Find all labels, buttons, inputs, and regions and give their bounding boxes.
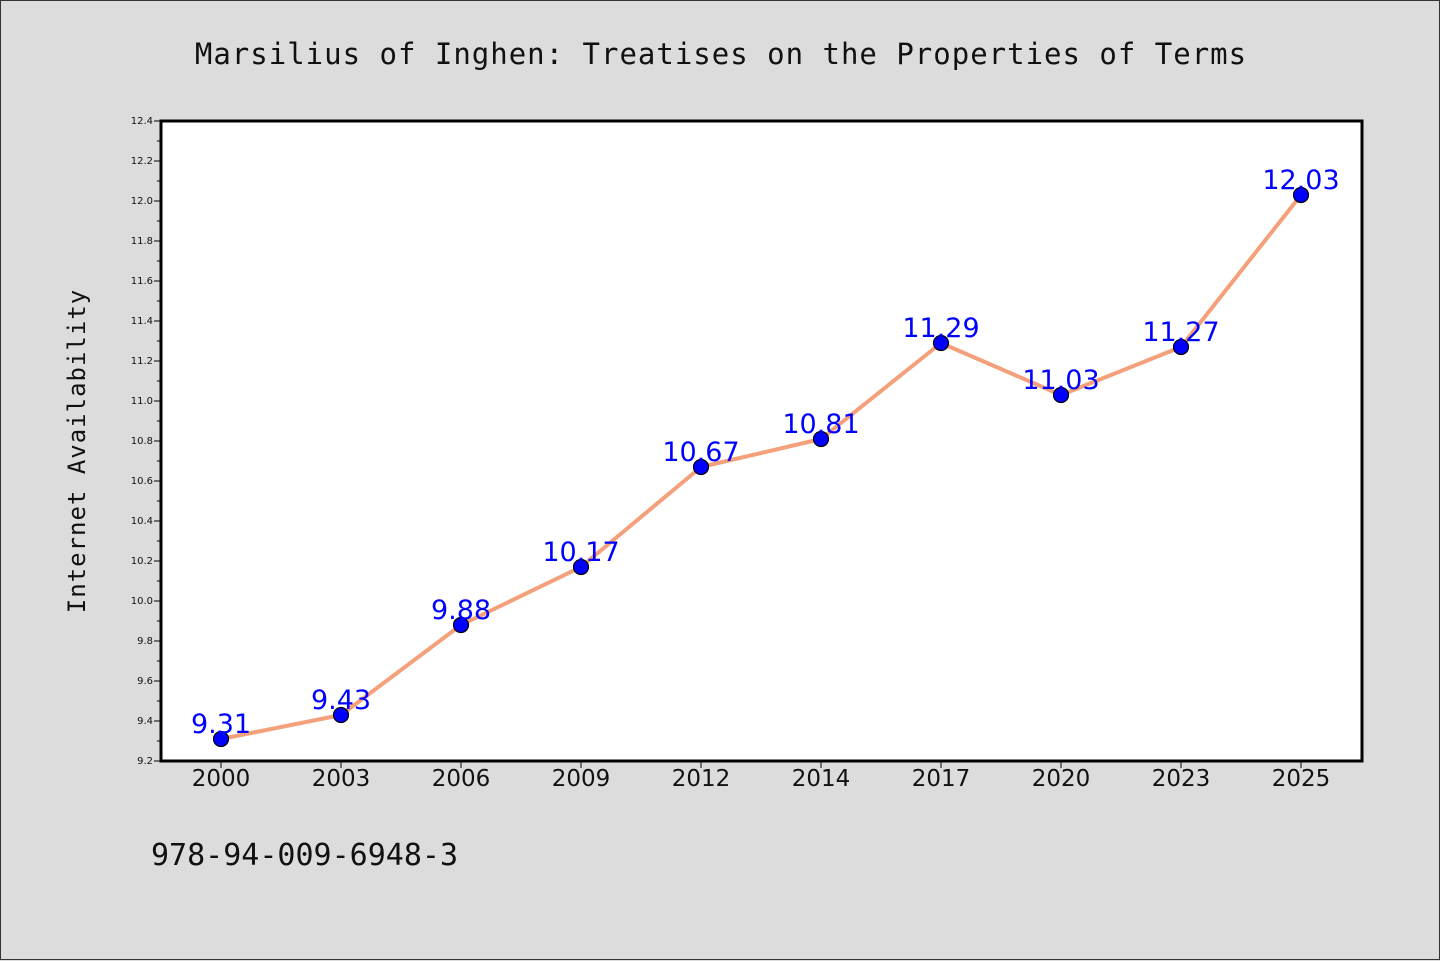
y-tick-label: 12.0: [131, 196, 153, 207]
data-point: [1052, 386, 1070, 404]
data-point: [812, 430, 830, 448]
data-point: [692, 458, 710, 476]
y-tick-label: 10.6: [131, 476, 153, 487]
x-tick-label: 2023: [1152, 766, 1211, 792]
series-line: [220, 193, 1303, 741]
y-tick-label: 10.8: [131, 436, 153, 447]
y-tick-label: 11.6: [131, 276, 153, 287]
y-tick-label: 11.8: [131, 236, 153, 247]
x-tick-label: 2014: [792, 766, 851, 792]
x-tick-label: 2000: [192, 766, 251, 792]
data-label: 10.81: [782, 409, 859, 440]
x-axis: 2000 2003 2006 2009 2012 2014 2017 2020 2023 2025: [192, 761, 1331, 792]
data-label: 9.88: [431, 595, 491, 626]
data-label: 10.17: [542, 537, 619, 568]
y-axis-label: Internet Availability: [63, 289, 91, 613]
data-label: 9.31: [191, 709, 251, 740]
y-tick-label: 11.4: [131, 316, 153, 327]
data-label: 10.67: [662, 437, 739, 468]
data-label: 11.27: [1142, 317, 1219, 348]
y-tick-label: 10.2: [131, 556, 153, 567]
y-tick-label: 11.2: [131, 356, 153, 367]
y-axis: 9.2 9.4 9.6 9.8 10.0 10.2 10.4 10.6 10.8 11.0 11.2…: [131, 116, 161, 767]
x-tick-label: 2003: [312, 766, 371, 792]
y-tick-label: 9.6: [137, 676, 153, 687]
data-label: 9.43: [311, 685, 371, 716]
x-tick-label: 2025: [1272, 766, 1331, 792]
y-tick-label: 12.4: [131, 116, 153, 127]
x-tick-label: 2020: [1032, 766, 1091, 792]
x-tick-label: 2012: [672, 766, 731, 792]
data-point: [932, 334, 950, 352]
y-tick-label: 12.2: [131, 156, 153, 167]
data-point: [1172, 338, 1190, 356]
isbn-text: 978-94-009-6948-3: [151, 838, 458, 873]
data-point: [1292, 186, 1310, 204]
y-tick-label: 9.4: [137, 716, 153, 727]
data-point: [212, 730, 230, 748]
x-tick-label: 2006: [432, 766, 491, 792]
chart-title: Marsilius of Inghen: Treatises on the Pr…: [195, 37, 1247, 71]
data-label: 11.29: [902, 313, 979, 344]
y-tick-label: 9.2: [137, 756, 153, 767]
y-tick-label: 10.0: [131, 596, 153, 607]
plot-area: [159, 119, 1364, 763]
x-tick-label: 2017: [912, 766, 971, 792]
y-tick-label: 10.4: [131, 516, 153, 527]
data-point: [452, 616, 470, 634]
data-label: 11.03: [1022, 365, 1099, 396]
x-tick-label: 2009: [552, 766, 611, 792]
y-tick-label: 11.0: [131, 396, 153, 407]
data-point: [572, 558, 590, 576]
y-tick-label: 9.8: [137, 636, 153, 647]
data-point: [332, 706, 350, 724]
series-group: 9.31 9.43 9.88 10.17 10.67 10.81 11.29 11.03 11.…: [191, 165, 1340, 748]
data-label: 12.03: [1262, 165, 1339, 196]
